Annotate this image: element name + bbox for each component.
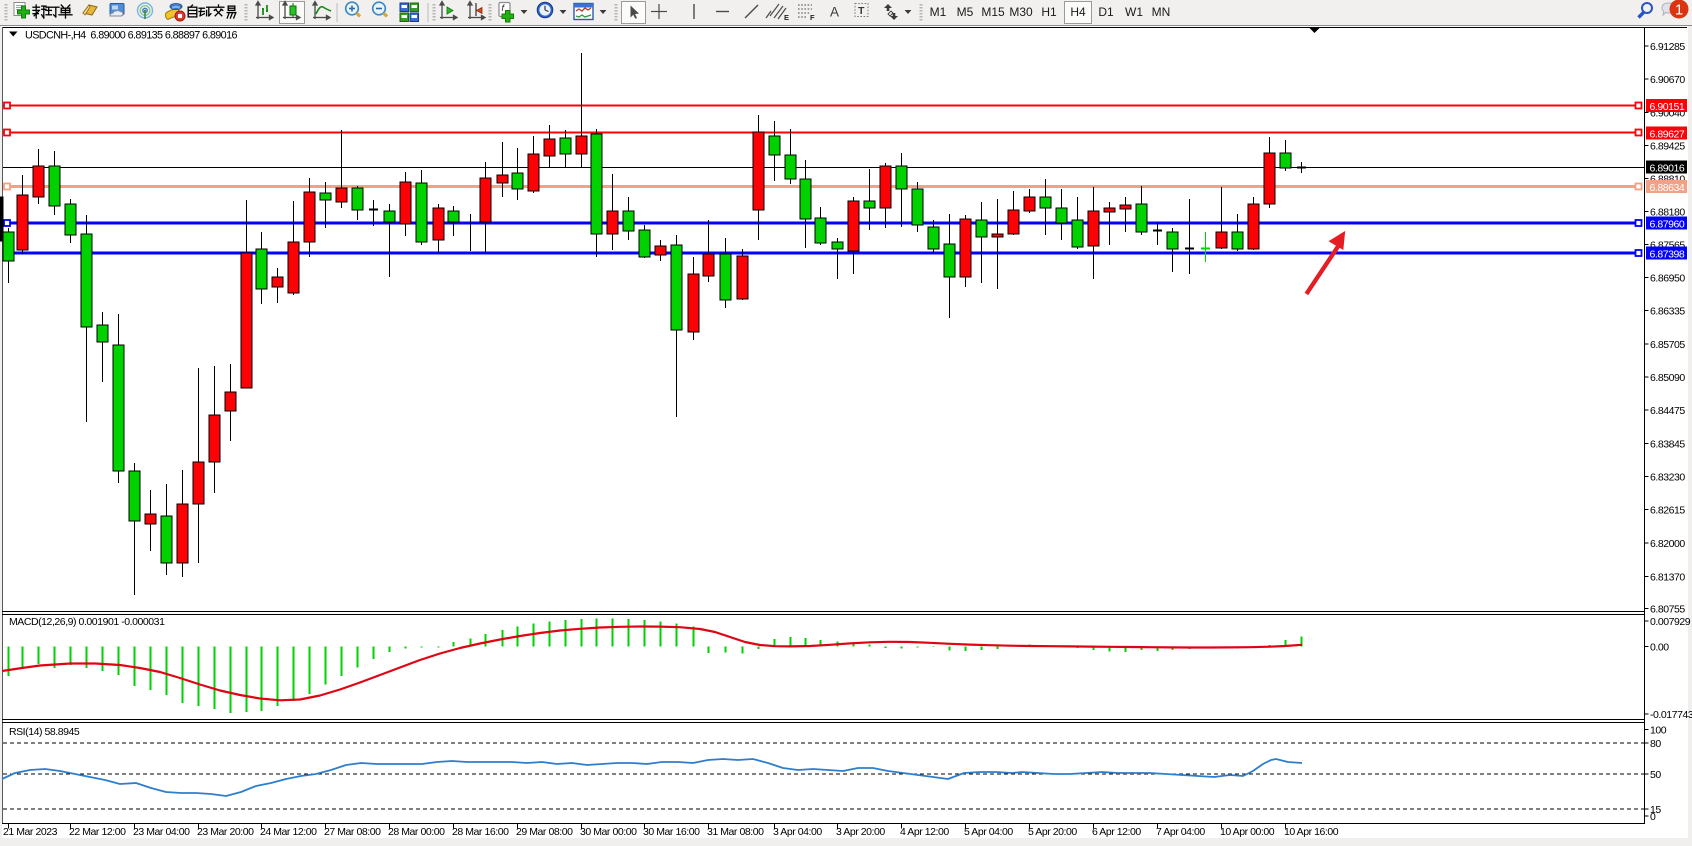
svg-text:6.89627: 6.89627 (1650, 129, 1685, 141)
svg-text:30 Mar 16:00: 30 Mar 16:00 (643, 826, 700, 838)
svg-text:6.91285: 6.91285 (1650, 41, 1685, 53)
svg-text:6.85705: 6.85705 (1650, 339, 1685, 351)
svg-text:f: f (502, 3, 506, 13)
svg-text:H4: H4 (1070, 5, 1086, 19)
svg-text:23 Mar 20:00: 23 Mar 20:00 (197, 826, 254, 838)
svg-text:6.88634: 6.88634 (1650, 182, 1685, 194)
svg-text:3 Apr 20:00: 3 Apr 20:00 (836, 826, 885, 838)
svg-text:31 Mar 08:00: 31 Mar 08:00 (707, 826, 764, 838)
svg-text:6.86950: 6.86950 (1650, 273, 1685, 285)
svg-text:80: 80 (1650, 738, 1661, 750)
svg-text:M1: M1 (930, 5, 947, 19)
svg-text:6.81370: 6.81370 (1650, 572, 1685, 584)
svg-text:M30: M30 (1009, 5, 1033, 19)
svg-text:6.83230: 6.83230 (1650, 472, 1685, 484)
svg-text:6.85090: 6.85090 (1650, 372, 1685, 384)
svg-text:5 Apr 04:00: 5 Apr 04:00 (964, 826, 1013, 838)
svg-text:M15: M15 (981, 5, 1005, 19)
svg-text:5 Apr 20:00: 5 Apr 20:00 (1028, 826, 1077, 838)
svg-text:21 Mar 2023: 21 Mar 2023 (3, 826, 58, 838)
svg-text:15: 15 (1650, 804, 1661, 816)
svg-text:0: 0 (1650, 811, 1656, 823)
svg-text:6.80755: 6.80755 (1650, 604, 1685, 616)
svg-text:6.90670: 6.90670 (1650, 74, 1685, 86)
svg-text:50: 50 (1650, 769, 1661, 781)
svg-text:6.86335: 6.86335 (1650, 306, 1685, 318)
svg-text:USDCNH-,H4 6.89000 6.89135 6.: USDCNH-,H4 6.89000 6.89135 6.88897 6.890… (25, 30, 237, 42)
svg-text:6.83845: 6.83845 (1650, 439, 1685, 451)
svg-text:F: F (810, 13, 815, 22)
svg-text:3 Apr 04:00: 3 Apr 04:00 (773, 826, 822, 838)
svg-text:E: E (784, 13, 789, 22)
svg-text:D1: D1 (1098, 5, 1114, 19)
svg-text:6.88180: 6.88180 (1650, 207, 1685, 219)
svg-text:28 Mar 16:00: 28 Mar 16:00 (452, 826, 509, 838)
svg-text:100: 100 (1650, 725, 1667, 737)
svg-text:6.87398: 6.87398 (1650, 249, 1685, 261)
svg-text:29 Mar 08:00: 29 Mar 08:00 (516, 826, 573, 838)
svg-text:6.89425: 6.89425 (1650, 141, 1685, 153)
svg-text:6.82000: 6.82000 (1650, 538, 1685, 550)
svg-text:MN: MN (1152, 5, 1171, 19)
svg-text:24 Mar 12:00: 24 Mar 12:00 (260, 826, 317, 838)
svg-text:H1: H1 (1041, 5, 1057, 19)
svg-text:M5: M5 (957, 5, 974, 19)
svg-text:6.87960: 6.87960 (1650, 219, 1685, 231)
svg-text:-0.017743: -0.017743 (1650, 709, 1692, 721)
svg-text:6.90151: 6.90151 (1650, 101, 1685, 113)
svg-text:10 Apr 16:00: 10 Apr 16:00 (1284, 826, 1339, 838)
svg-text:MACD(12,26,9) 0.001901 -0.0000: MACD(12,26,9) 0.001901 -0.000031 (9, 616, 165, 628)
svg-text:0.007929: 0.007929 (1650, 616, 1691, 628)
svg-text:W1: W1 (1125, 5, 1143, 19)
svg-text:T: T (858, 5, 865, 17)
svg-text:6.82615: 6.82615 (1650, 505, 1685, 517)
svg-text:RSI(14) 58.8945: RSI(14) 58.8945 (9, 726, 80, 738)
svg-text:0.00: 0.00 (1650, 642, 1669, 654)
svg-text:4 Apr 12:00: 4 Apr 12:00 (900, 826, 949, 838)
svg-text:27 Mar 08:00: 27 Mar 08:00 (324, 826, 381, 838)
svg-text:1: 1 (1675, 2, 1683, 19)
svg-text:23 Mar 04:00: 23 Mar 04:00 (133, 826, 190, 838)
svg-text:28 Mar 00:00: 28 Mar 00:00 (388, 826, 445, 838)
svg-text:22 Mar 12:00: 22 Mar 12:00 (69, 826, 126, 838)
svg-text:10 Apr 00:00: 10 Apr 00:00 (1220, 826, 1275, 838)
svg-text:6.84475: 6.84475 (1650, 405, 1685, 417)
svg-text:6 Apr 12:00: 6 Apr 12:00 (1092, 826, 1141, 838)
svg-text:30 Mar 00:00: 30 Mar 00:00 (580, 826, 637, 838)
svg-text:6.89016: 6.89016 (1650, 163, 1685, 175)
svg-text:A: A (830, 5, 839, 20)
svg-text:7 Apr 04:00: 7 Apr 04:00 (1156, 826, 1205, 838)
